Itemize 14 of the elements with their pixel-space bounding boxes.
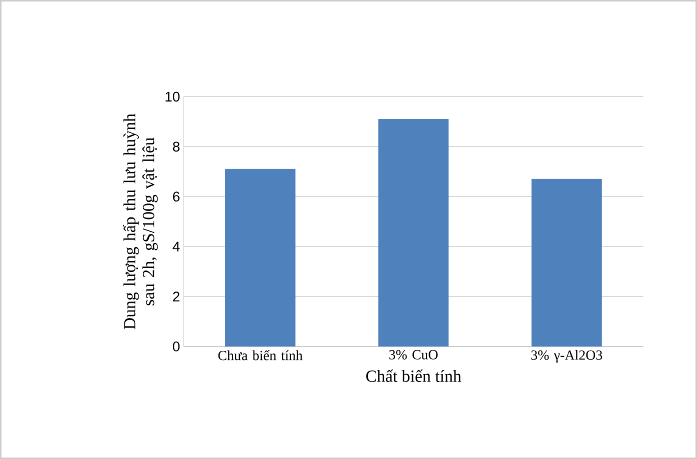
x-tick-label: 3% CuO [389,350,438,360]
y-tick-label: 8 [172,142,180,152]
y-tick-label: 4 [172,242,180,252]
y-tick-label: 2 [173,292,180,302]
bar [225,168,296,346]
y-tick-label: 10 [166,92,180,102]
y-tick-label: 0 [172,341,180,352]
y-tick-label: 6 [173,192,180,202]
y-axis-title: Dung lượng hấp thu lưu huỳnh sau 2h, gS/100g vật liệu [122,114,158,330]
bar [378,118,449,346]
x-axis-title: Chất biến tính [366,369,462,382]
x-tick-label: Chưa biến tính [218,350,303,360]
x-tick-label: 3% γ-Al2O3 [531,350,602,363]
bar [532,178,602,346]
